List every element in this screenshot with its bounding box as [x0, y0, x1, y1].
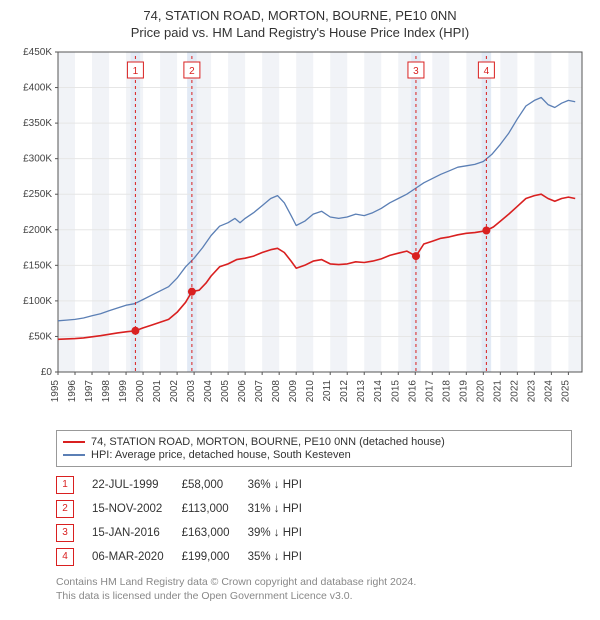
chart-svg: £0 £50K £100K £150K £200K £250K £300K £350K £400… [8, 44, 592, 424]
svg-text:2: 2 [189, 66, 195, 77]
attribution-line1: Contains HM Land Registry data © Crown c… [56, 575, 572, 589]
sale-price: £163,000 [182, 521, 248, 545]
svg-text:1997: 1997 [84, 380, 95, 403]
sale-vs-hpi: 36% ↓ HPI [248, 473, 320, 497]
svg-text:2010: 2010 [305, 380, 316, 403]
svg-text:2017: 2017 [424, 380, 435, 403]
legend-label: 74, STATION ROAD, MORTON, BOURNE, PE10 0… [91, 436, 445, 448]
svg-text:2023: 2023 [526, 380, 537, 403]
chart-title-address: 74, STATION ROAD, MORTON, BOURNE, PE10 0… [8, 8, 592, 23]
table-row: 3 15-JAN-2016£163,00039% ↓ HPI [56, 521, 320, 545]
svg-text:£300K: £300K [23, 154, 52, 165]
sale-date: 06-MAR-2020 [92, 545, 182, 569]
svg-text:2015: 2015 [390, 380, 401, 403]
table-row: 1 22-JUL-1999£58,00036% ↓ HPI [56, 473, 320, 497]
svg-text:£0: £0 [41, 367, 53, 378]
svg-text:2021: 2021 [492, 380, 503, 403]
legend-row: HPI: Average price, detached house, Sout… [63, 449, 565, 461]
sale-marker-3: 3 [56, 524, 74, 542]
svg-text:3: 3 [413, 66, 419, 77]
svg-text:£250K: £250K [23, 189, 52, 200]
sale-vs-hpi: 39% ↓ HPI [248, 521, 320, 545]
svg-text:2001: 2001 [152, 380, 163, 403]
sale-date: 22-JUL-1999 [92, 473, 182, 497]
svg-text:4: 4 [484, 66, 490, 77]
svg-text:2013: 2013 [356, 380, 367, 403]
svg-text:2016: 2016 [407, 380, 418, 403]
svg-text:£50K: £50K [29, 331, 53, 342]
sale-marker-1: 1 [56, 476, 74, 494]
legend-swatch [63, 454, 85, 456]
sale-date: 15-JAN-2016 [92, 521, 182, 545]
svg-text:2020: 2020 [475, 380, 486, 403]
sale-price: £58,000 [182, 473, 248, 497]
svg-text:2002: 2002 [169, 380, 180, 403]
svg-text:2024: 2024 [543, 380, 554, 403]
svg-text:2006: 2006 [237, 380, 248, 403]
attribution-line2: This data is licensed under the Open Gov… [56, 589, 572, 603]
svg-text:£350K: £350K [23, 118, 52, 129]
legend: 74, STATION ROAD, MORTON, BOURNE, PE10 0… [56, 430, 572, 467]
svg-text:£450K: £450K [23, 47, 52, 58]
svg-text:1996: 1996 [67, 380, 78, 403]
svg-text:2003: 2003 [186, 380, 197, 403]
sale-marker-2: 2 [56, 500, 74, 518]
svg-text:1995: 1995 [50, 380, 61, 403]
svg-text:2005: 2005 [220, 380, 231, 403]
svg-text:2022: 2022 [509, 380, 520, 403]
sale-marker-4: 4 [56, 548, 74, 566]
sales-table: 1 22-JUL-1999£58,00036% ↓ HPI 2 15-NOV-2002… [56, 473, 320, 569]
sale-price: £199,000 [182, 545, 248, 569]
chart-title-subtitle: Price paid vs. HM Land Registry's House … [8, 25, 592, 40]
legend-swatch [63, 441, 85, 443]
price-chart: £0 £50K £100K £150K £200K £250K £300K £350K £400… [8, 44, 592, 424]
svg-text:2011: 2011 [322, 380, 333, 402]
svg-text:1999: 1999 [118, 380, 129, 403]
sale-date: 15-NOV-2002 [92, 497, 182, 521]
svg-text:1: 1 [133, 66, 139, 77]
table-row: 4 06-MAR-2020£199,00035% ↓ HPI [56, 545, 320, 569]
svg-text:£200K: £200K [23, 225, 52, 236]
svg-text:2012: 2012 [339, 380, 350, 403]
svg-text:£100K: £100K [23, 296, 52, 307]
svg-text:2018: 2018 [441, 380, 452, 403]
legend-row: 74, STATION ROAD, MORTON, BOURNE, PE10 0… [63, 436, 565, 448]
svg-text:2025: 2025 [560, 380, 571, 403]
chart-title-block: 74, STATION ROAD, MORTON, BOURNE, PE10 0… [8, 8, 592, 40]
sale-price: £113,000 [182, 497, 248, 521]
svg-text:2009: 2009 [288, 380, 299, 403]
attribution: Contains HM Land Registry data © Crown c… [56, 575, 572, 603]
table-row: 2 15-NOV-2002£113,00031% ↓ HPI [56, 497, 320, 521]
sale-vs-hpi: 35% ↓ HPI [248, 545, 320, 569]
sale-vs-hpi: 31% ↓ HPI [248, 497, 320, 521]
svg-text:2000: 2000 [135, 380, 146, 403]
svg-text:2014: 2014 [373, 380, 384, 403]
legend-label: HPI: Average price, detached house, Sout… [91, 449, 351, 461]
svg-text:2004: 2004 [203, 380, 214, 403]
svg-text:2008: 2008 [271, 380, 282, 403]
svg-text:1998: 1998 [101, 380, 112, 403]
svg-text:£150K: £150K [23, 260, 52, 271]
svg-text:2007: 2007 [254, 380, 265, 403]
svg-text:2019: 2019 [458, 380, 469, 403]
svg-text:£400K: £400K [23, 83, 52, 94]
